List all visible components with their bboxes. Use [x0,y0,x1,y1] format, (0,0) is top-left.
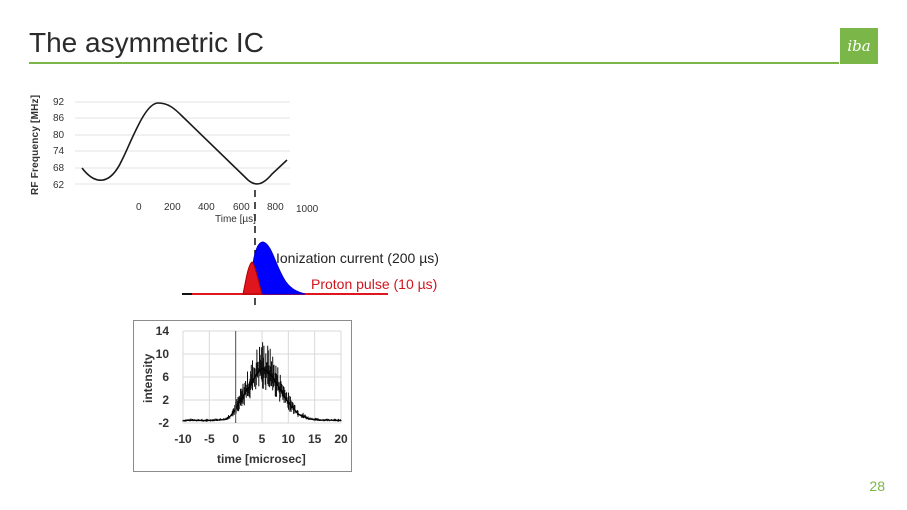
rf-ytick: 62 [53,180,65,191]
ionization-current-pulse [249,241,306,295]
rf-ytick: 92 [53,97,65,108]
intensity-series-line [182,367,342,422]
intensity-ytick: 14 [156,324,170,338]
rf-ytick: 80 [53,130,65,141]
intensity-ytick: 10 [156,347,170,361]
intensity-xtick: 20 [334,432,348,446]
intensity-ytick: 6 [162,370,169,384]
intensity-xtick: -5 [204,432,215,446]
intensity-xtick: 0 [232,432,239,446]
rf-frequency-curve [81,102,288,185]
title-underline [29,62,839,64]
ionization-current-label: Ionization current (200 µs) [276,250,439,266]
intensity-xtick: 15 [308,432,322,446]
intensity-xtick: 10 [282,432,296,446]
proton-pulse [242,261,263,295]
rf-xtick: 1000 [296,204,319,215]
rf-xtick: 400 [198,202,215,213]
intensity-chart-xlabel: time [microsec] [217,452,306,466]
intensity-xtick: -10 [174,432,192,446]
rf-xtick: 200 [164,202,181,213]
slide-title: The asymmetric IC [29,27,264,58]
page-number: 28 [869,478,885,494]
rf-ytick: 74 [53,146,65,157]
rf-chart-xlabel: Time [µs] [215,214,256,225]
intensity-xtick: 5 [259,432,266,446]
intensity-ytick: -2 [158,416,169,430]
intensity-ytick: 2 [162,393,169,407]
intensity-chart-ylabel: intensity [141,353,155,403]
iba-logo: iba [840,28,878,64]
rf-xtick: 0 [136,202,142,213]
rf-ytick: 68 [53,163,65,174]
rf-xtick: 600 [233,202,250,213]
proton-pulse-label: Proton pulse (10 µs) [311,276,438,292]
rf-ytick: 86 [53,113,65,124]
rf-xtick: 800 [267,202,284,213]
